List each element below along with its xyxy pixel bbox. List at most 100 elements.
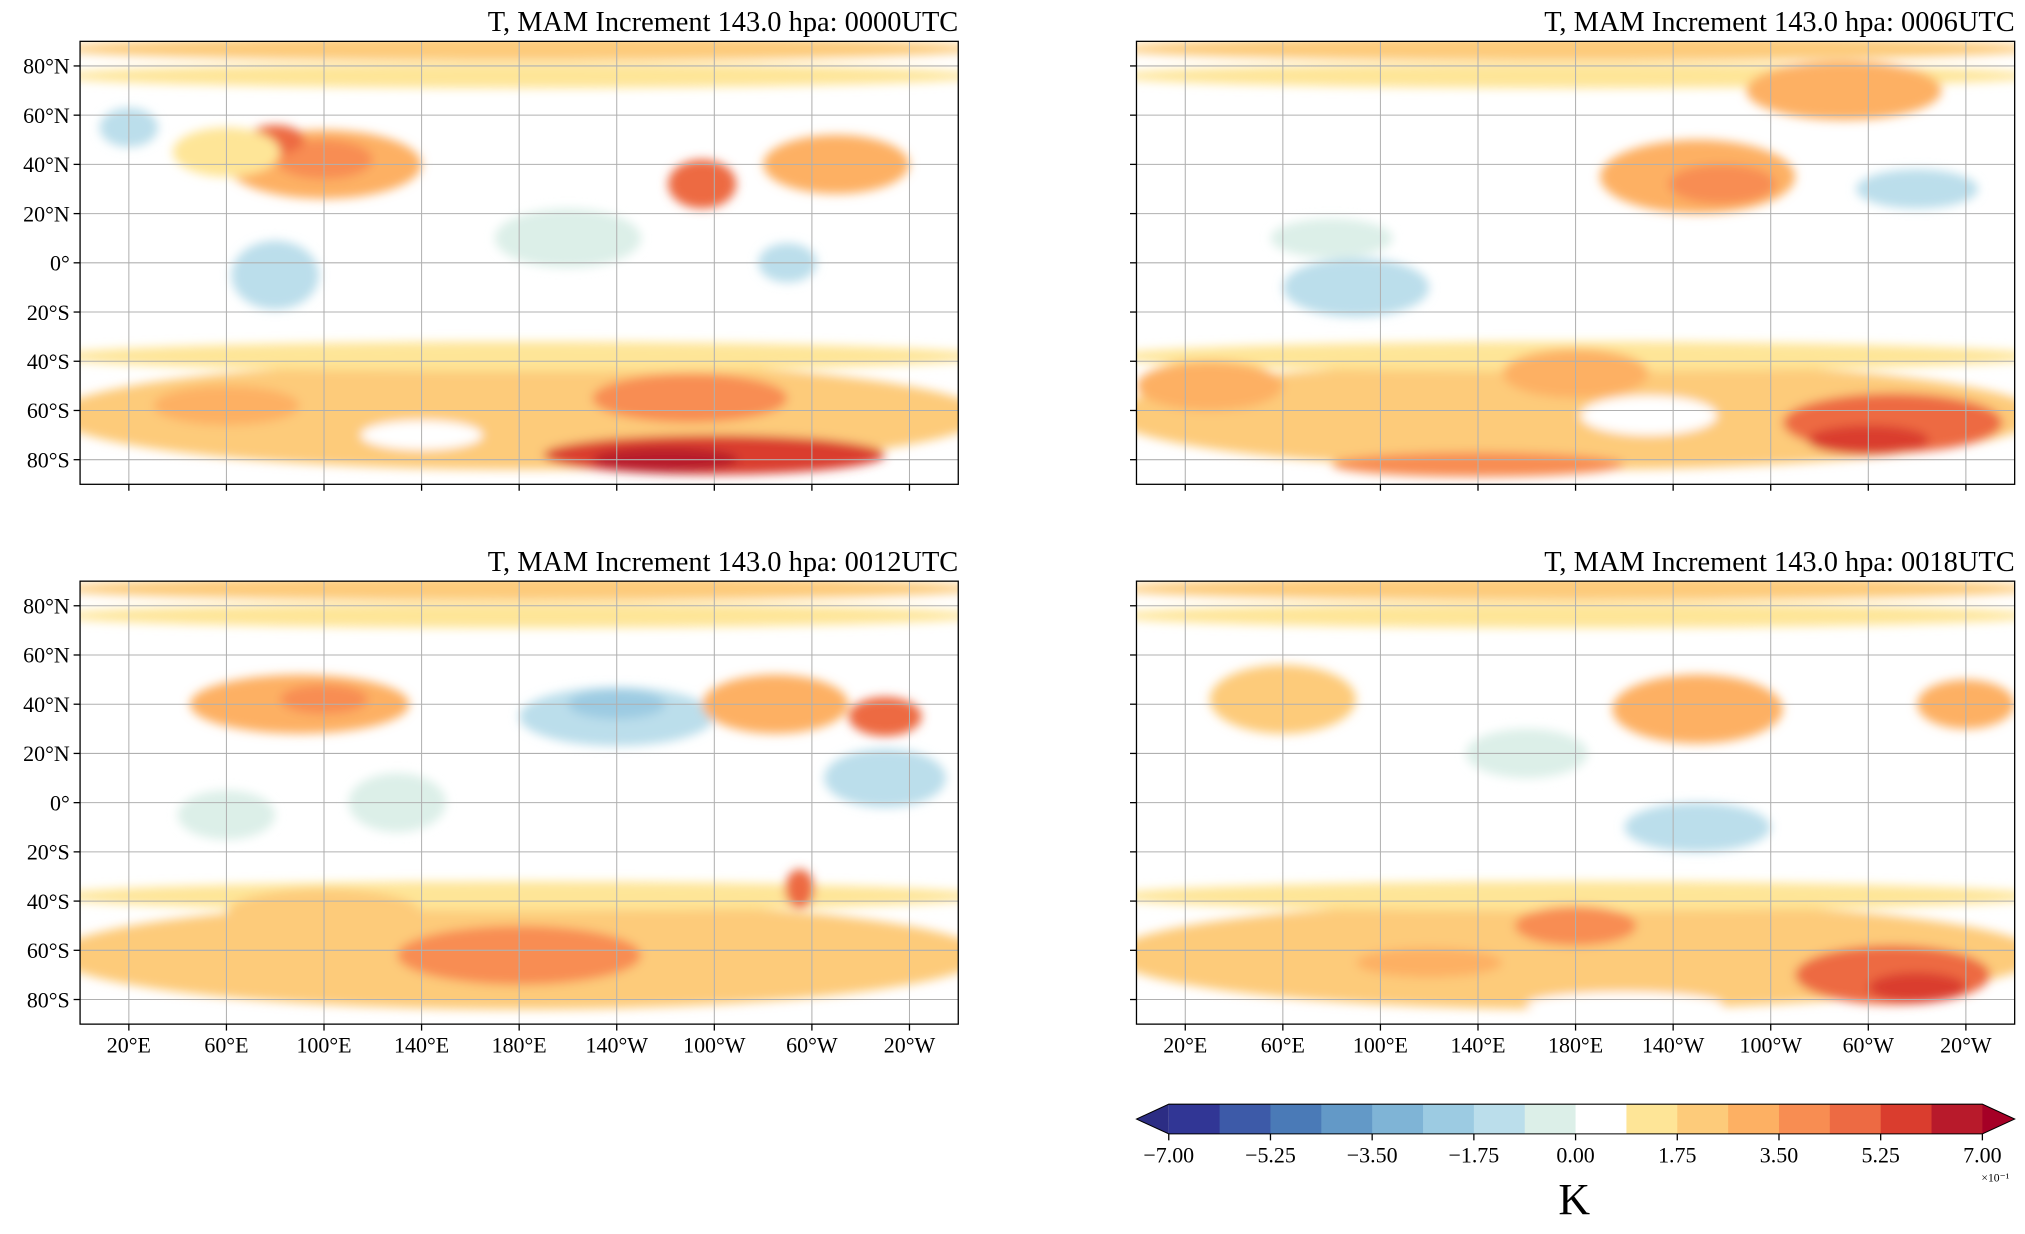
lat-tick-label: 20°N: [23, 741, 70, 766]
field-blob: [667, 159, 737, 209]
lat-tick-label: 80°N: [23, 594, 70, 619]
lon-tick-label: 100°E: [1353, 1033, 1408, 1058]
lat-tick-label: 0°: [50, 790, 70, 815]
field-blob: [1624, 802, 1771, 852]
field-blob: [824, 748, 947, 808]
field-blob: [1580, 395, 1718, 436]
field-blob: [231, 240, 320, 310]
colorbar-under: [1136, 1104, 1169, 1134]
colorbar-tick-label: 7.00: [1963, 1142, 2001, 1167]
colorbar-over: [1982, 1104, 2015, 1134]
colorbar-tick-label: −1.75: [1448, 1142, 1499, 1167]
colorbar-tick-label: 5.25: [1861, 1142, 1899, 1167]
lon-tick-label: 140°E: [1450, 1033, 1505, 1058]
lon-tick-label: 20°E: [107, 1033, 151, 1058]
map-frame: [79, 40, 959, 485]
field-blob: [785, 869, 815, 909]
lat-tick-label: 0°: [50, 251, 70, 276]
colorbar-bin: [1423, 1104, 1475, 1134]
lon-tick-label: 60°E: [204, 1033, 248, 1058]
colorbar-tick-label: 3.50: [1760, 1142, 1798, 1167]
lon-tick-label: 20°E: [1163, 1033, 1207, 1058]
lon-tick-label: 60°W: [1843, 1033, 1895, 1058]
map-frame: [1135, 580, 2016, 1025]
lat-tick-label: 60°N: [23, 103, 70, 128]
lon-tick-label: 100°W: [1740, 1033, 1803, 1058]
lon-tick-label: 20°W: [1940, 1033, 1992, 1058]
field-blob: [1282, 257, 1430, 317]
lat-tick-label: 20°S: [27, 840, 70, 865]
colorbar-bin: [1728, 1104, 1780, 1134]
colorbar-multiplier: ×10⁻¹: [1981, 1172, 2009, 1185]
lon-tick-label: 140°W: [1642, 1033, 1705, 1058]
field-blob: [1270, 218, 1393, 258]
lat-tick-label: 60°S: [27, 938, 70, 963]
lat-tick-label: 80°S: [27, 447, 70, 472]
field-blob: [494, 208, 642, 268]
colorbar-tick-label: 1.75: [1658, 1142, 1696, 1167]
colorbar-bin: [1626, 1104, 1678, 1134]
field-blob: [1136, 361, 1283, 411]
field-blob: [1746, 61, 1942, 121]
lat-tick-label: 80°N: [23, 54, 70, 79]
lon-tick-label: 180°E: [492, 1033, 547, 1058]
field-blob: [592, 373, 788, 423]
colorbar-bin: [1880, 1104, 1933, 1134]
colorbar-tick-label: −7.00: [1143, 1142, 1194, 1167]
map-field: [1136, 581, 2015, 1025]
field-blob: [1136, 581, 2015, 601]
colorbar-bin: [1168, 1104, 1221, 1134]
lon-tick-label: 20°W: [884, 1033, 936, 1058]
lat-tick-label: 40°N: [23, 692, 70, 717]
colorbar-bin: [1931, 1104, 1984, 1134]
colorbar-tick-label: 0.00: [1556, 1142, 1594, 1167]
field-blob: [848, 696, 922, 737]
field-blob: [1668, 164, 1776, 204]
panel-title: T, MAM Increment 143.0 hpa: 0000UTC: [488, 7, 958, 38]
panel-title: T, MAM Increment 143.0 hpa: 0006UTC: [1544, 7, 2014, 38]
field-blob: [1612, 674, 1783, 744]
map-field: [1136, 41, 2015, 485]
lat-tick-label: 40°N: [23, 152, 70, 177]
lat-tick-label: 20°S: [27, 300, 70, 325]
colorbar-bin: [1372, 1104, 1424, 1134]
colorbar-bin: [1473, 1104, 1526, 1134]
map-frame: [79, 580, 959, 1025]
lon-tick-label: 60°W: [786, 1033, 838, 1058]
field-blob: [1136, 41, 2015, 62]
lon-tick-label: 60°E: [1261, 1033, 1305, 1058]
lat-tick-label: 60°N: [23, 643, 70, 668]
lat-tick-label: 20°N: [23, 201, 70, 226]
lon-tick-label: 140°E: [394, 1033, 449, 1058]
panel-title: T, MAM Increment 143.0 hpa: 0018UTC: [1544, 547, 2014, 578]
lon-tick-label: 100°W: [683, 1033, 746, 1058]
colorbar-bin: [1677, 1104, 1729, 1134]
colorbar-bin: [1575, 1104, 1628, 1134]
colorbar-bin: [1321, 1104, 1373, 1134]
map-field: [80, 41, 959, 485]
lon-tick-label: 180°E: [1548, 1033, 1603, 1058]
lat-tick-label: 80°S: [27, 987, 70, 1012]
field-blob: [1868, 972, 1966, 1002]
field-blob: [1526, 992, 1722, 1017]
lat-tick-label: 40°S: [27, 889, 70, 914]
colorbar-bin: [1270, 1104, 1322, 1134]
colorbar-bin: [1778, 1104, 1831, 1134]
lon-tick-label: 100°E: [296, 1033, 351, 1058]
panel-title: T, MAM Increment 143.0 hpa: 0012UTC: [488, 547, 958, 578]
colorbar-unit: K: [1558, 1176, 1590, 1224]
colorbar-tick-label: −3.50: [1347, 1142, 1398, 1167]
map-frame: [1135, 40, 2016, 485]
field-blob: [1356, 947, 1503, 978]
colorbar-tick-label: −5.25: [1245, 1142, 1296, 1167]
colorbar-bin: [1524, 1104, 1577, 1134]
colorbar-bin: [1829, 1104, 1882, 1134]
lat-tick-label: 40°S: [27, 349, 70, 374]
lon-tick-label: 140°W: [586, 1033, 649, 1058]
lat-tick-label: 60°S: [27, 398, 70, 423]
field-blob: [1136, 603, 2015, 628]
colorbar-bin: [1219, 1104, 1272, 1134]
field-blob: [1856, 169, 1979, 209]
map-field: [80, 581, 959, 1025]
